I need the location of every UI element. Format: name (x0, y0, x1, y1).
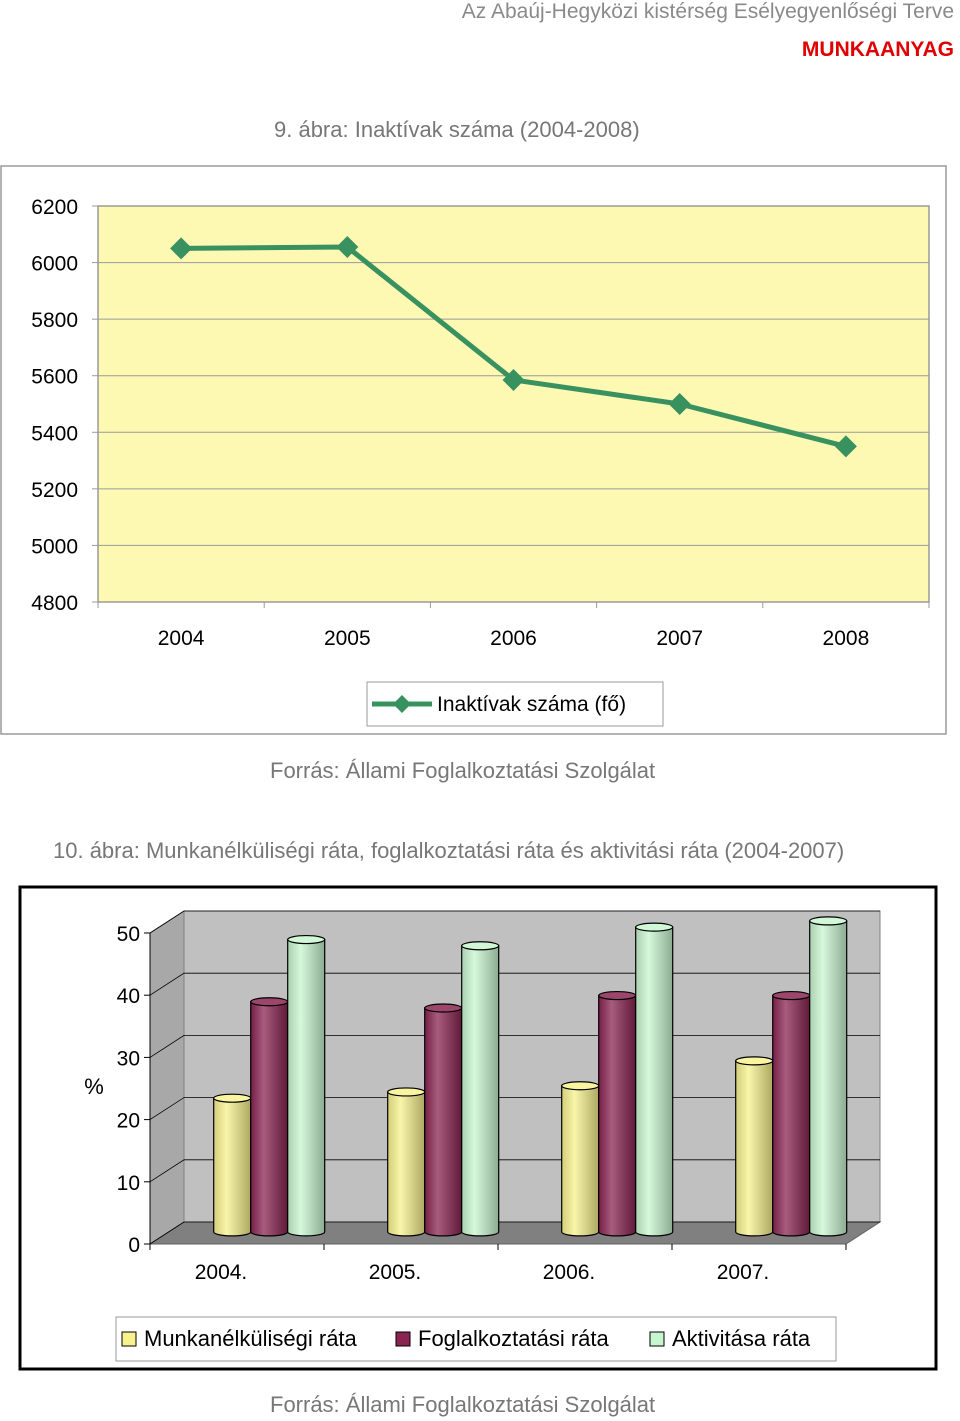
chart2-bar-body (598, 994, 637, 1237)
chart2-legend: Munkanélküliségi ráta Foglalkoztatási rát… (115, 1316, 837, 1362)
chart2-bar-top (561, 1081, 600, 1091)
chart2-legend-swatch-unemployment (121, 1331, 137, 1347)
figure1-source: Forrás: Állami Foglalkoztatási Szolgálat (270, 758, 656, 783)
chart2-side-wall (149, 910, 185, 1245)
chart2-bar-top (598, 990, 637, 1001)
chart2-bar-body (809, 920, 848, 1237)
chart2-bar-top (735, 1056, 774, 1066)
chart2-y-tick-label: 10 (117, 1172, 140, 1195)
chart2-bar-employment (250, 997, 289, 1237)
chart1-data-point (834, 435, 857, 458)
chart2-x-axis: 2004. 2005. 2006. 2007. (149, 1244, 847, 1284)
chart2-bar-top (635, 922, 674, 932)
chart2-y-tick-label: 50 (117, 923, 140, 946)
chart2-bar-body (635, 926, 674, 1237)
chart1-y-tick-label: 5400 (31, 422, 78, 445)
chart2-bar-body (213, 1097, 252, 1237)
chart1-y-tick-label: 6200 (31, 196, 78, 219)
chart2-bar-employment (424, 1003, 463, 1237)
rates-bar-chart: 50 40 30 20 10 0 % 2004. 2005. 2006. 2007. Munka… (18, 885, 938, 1371)
chart1-x-tick-label: 2004 (158, 627, 205, 650)
chart2-bar-unemployment (735, 1056, 774, 1237)
chart2-x-tick-label: 2004. (195, 1261, 248, 1284)
chart2-y-tick-label: 30 (117, 1047, 140, 1070)
chart1-legend-label: Inaktívak száma (fő) (437, 693, 626, 716)
chart2-bar-top (772, 990, 811, 1001)
chart1-x-axis: 2004 2005 2006 2007 2008 (97, 602, 930, 650)
chart2-bar-top (250, 997, 289, 1007)
chart2-y-tick-label: 0 (128, 1234, 140, 1257)
chart2-bar-activity (287, 934, 326, 1237)
chart2-bar-body (424, 1007, 463, 1237)
chart1-gridlines (98, 262, 929, 546)
chart2-bar-unemployment (213, 1093, 252, 1237)
chart2-y-axis: 50 40 30 20 10 0 (117, 923, 150, 1257)
chart2-bar-top (424, 1003, 463, 1013)
chart2-legend-swatch-activity (649, 1331, 665, 1347)
chart2-bar-top (461, 941, 500, 951)
chart1-data-point (170, 237, 193, 260)
chart2-bar-top (287, 934, 326, 945)
chart2-bar-employment (598, 990, 637, 1237)
chart1-data-point (502, 368, 525, 391)
chart1-y-tick-label: 6000 (31, 253, 78, 276)
chart2-legend-label-employment: Foglalkoztatási ráta (418, 1326, 610, 1351)
chart1-y-tick-label: 5800 (31, 309, 78, 332)
chart2-bar-body (561, 1085, 600, 1237)
chart1-x-tick-label: 2006 (490, 627, 537, 650)
chart1-y-tick-label: 4800 (31, 592, 78, 615)
chart2-legend-box (115, 1316, 837, 1362)
chart1-x-tick-label: 2005 (324, 627, 371, 650)
chart1-y-axis: 6200 6000 5800 5600 5400 5200 5000 4800 (31, 196, 98, 615)
chart2-bar-activity (809, 916, 848, 1237)
figure2-caption: 10. ábra: Munkanélküliségi ráta, foglalk… (53, 838, 845, 863)
chart1-x-tick-label: 2007 (656, 627, 703, 650)
chart2-bar-unemployment (387, 1087, 426, 1237)
figure1-caption: 9. ábra: Inaktívak száma (2004-2008) (274, 117, 640, 142)
document-status: MUNKAANYAG (801, 38, 954, 61)
chart2-x-tick-label: 2005. (369, 1261, 422, 1284)
chart2-legend-label-activity: Aktivitása ráta (672, 1326, 811, 1351)
chart2-y-tick-label: 20 (117, 1110, 140, 1133)
chart1-data-point (668, 393, 691, 415)
chart2-legend-swatch-employment (395, 1331, 411, 1347)
chart2-bar-activity (635, 922, 674, 1237)
chart2-bar-body (772, 994, 811, 1237)
chart2-bar-activity (461, 941, 500, 1237)
chart1-y-tick-label: 5600 (31, 366, 78, 389)
chart2-bar-body (387, 1091, 426, 1237)
chart2-bar-top (213, 1093, 252, 1103)
chart2-x-tick-label: 2006. (543, 1261, 596, 1284)
chart1-data-point (336, 236, 359, 259)
chart2-bar-body (287, 938, 326, 1237)
chart2-legend-label-unemployment: Munkanélküliségi ráta (144, 1326, 358, 1351)
chart1-plot-area (97, 205, 930, 603)
chart1-y-tick-label: 5000 (31, 535, 78, 558)
chart2-bar-top (809, 916, 848, 926)
chart2-y-axis-label: % (84, 1074, 104, 1099)
chart2-bar-body (250, 1001, 289, 1237)
document-title: Az Abaúj-Hegyközi kistérség Esélyegyenlő… (461, 0, 954, 23)
chart1-legend: Inaktívak száma (fő) (366, 681, 664, 727)
chart2-bars (213, 916, 848, 1237)
chart2-y-tick-label: 40 (117, 985, 140, 1008)
chart1-y-tick-label: 5200 (31, 479, 78, 502)
figure2-source: Forrás: Állami Foglalkoztatási Szolgálat (270, 1392, 656, 1417)
chart2-x-tick-label: 2007. (717, 1261, 770, 1284)
chart1-x-tick-label: 2008 (823, 627, 870, 650)
chart1-markers (170, 236, 857, 458)
chart2-bar-top (387, 1087, 426, 1097)
chart2-bar-body (461, 945, 500, 1237)
chart2-bar-employment (772, 990, 811, 1237)
chart2-bar-unemployment (561, 1081, 600, 1237)
chart2-bar-body (735, 1060, 774, 1237)
chart2-gridline (149, 910, 880, 934)
chart1-legend-marker (393, 695, 411, 713)
